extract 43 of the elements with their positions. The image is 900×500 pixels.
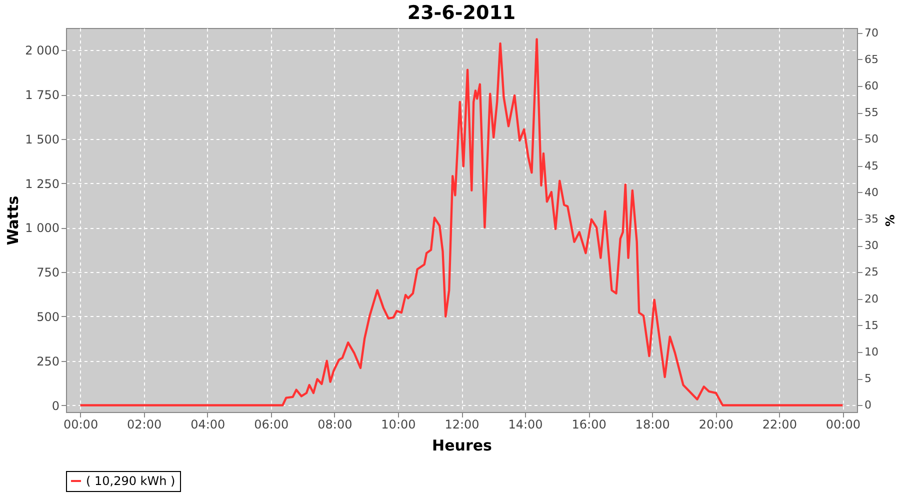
x-tick-label: 02:00 <box>127 418 162 432</box>
y2-tick-label: 10 <box>864 346 878 359</box>
y2-tick-label: 5 <box>864 372 872 386</box>
x-tick-label: 20:00 <box>698 418 734 432</box>
x-tick-label: 12:00 <box>444 418 480 432</box>
x-tick-label: 10:00 <box>381 418 416 432</box>
y-tick-label: 2 000 <box>25 44 60 58</box>
y2-tick-label: 55 <box>864 106 878 120</box>
y-tick-label: 0 <box>52 398 60 413</box>
y2-tick-label: 50 <box>864 132 878 146</box>
x-tick-label: 06:00 <box>254 418 289 432</box>
y-tick-label: 1 750 <box>25 88 60 102</box>
legend-label: ( 10,290 kWh ) <box>86 474 176 488</box>
y2-tick-label: 70 <box>864 26 878 40</box>
y2-tick-label: 30 <box>864 239 878 252</box>
y-tick-label: 1 500 <box>25 132 60 146</box>
x-tick-label: 00:00 <box>64 418 98 432</box>
y-tick-label: 750 <box>36 266 60 280</box>
y2-tick-label: 35 <box>864 212 878 226</box>
x-tick-label: 08:00 <box>318 418 352 432</box>
y-axis-title: Watts <box>4 196 22 246</box>
y-tick-label: 1 000 <box>25 221 60 236</box>
y2-tick-label: 40 <box>864 186 878 199</box>
y2-tick-label: 25 <box>864 266 878 279</box>
y2-axis-title: % <box>882 214 896 227</box>
y2-tick-label: 0 <box>864 398 872 412</box>
y2-tick-label: 20 <box>864 292 878 306</box>
x-tick-label: 00:00 <box>826 418 860 432</box>
x-tick-label: 04:00 <box>190 418 226 432</box>
x-tick-label: 14:00 <box>508 418 543 432</box>
y2-tick-label: 65 <box>864 52 878 66</box>
y2-tick-label: 15 <box>864 318 878 332</box>
x-tick-label: 16:00 <box>572 418 606 432</box>
x-tick-label: 22:00 <box>762 418 797 432</box>
y-tick-label: 1 250 <box>25 176 60 191</box>
x-tick-label: 18:00 <box>635 418 670 432</box>
y2-tick-label: 45 <box>864 159 878 172</box>
x-axis-title: Heures <box>432 436 492 454</box>
y-tick-label: 250 <box>36 354 60 368</box>
y2-tick-label: 60 <box>864 79 878 92</box>
y-tick-label: 500 <box>36 310 60 324</box>
chart-title: 23-6-2011 <box>407 2 516 24</box>
line-series <box>79 38 844 406</box>
